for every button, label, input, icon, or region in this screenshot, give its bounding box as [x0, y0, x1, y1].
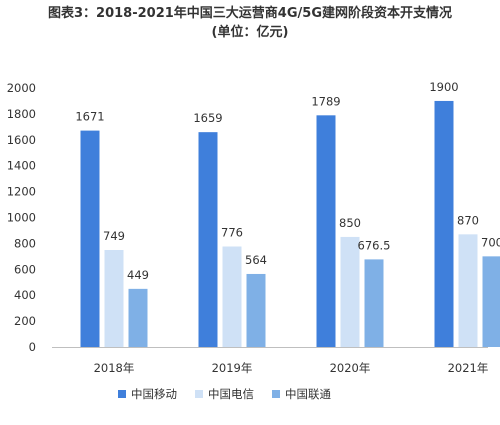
bar — [198, 132, 218, 347]
bar — [482, 256, 500, 347]
bar — [128, 288, 148, 347]
bar — [458, 234, 478, 347]
chart-title-line-1: 图表3：2018-2021年中国三大运营商4G/5G建网阶段资本开支情况 — [48, 6, 452, 21]
legend-label: 中国电信 — [208, 387, 254, 401]
data-label: 870 — [457, 213, 479, 227]
data-label: 1671 — [75, 110, 104, 124]
data-label: 850 — [339, 216, 361, 230]
legend-swatch — [272, 390, 280, 398]
bar — [246, 273, 266, 347]
bar — [80, 130, 100, 347]
data-label: 776 — [221, 226, 243, 240]
legend-swatch — [195, 390, 203, 398]
bar — [316, 115, 336, 348]
data-label: 1900 — [429, 80, 458, 94]
y-tick-label: 800 — [14, 236, 36, 250]
y-tick-label: 200 — [14, 314, 36, 328]
x-tick-label: 2021年 — [448, 361, 489, 375]
data-label: 1789 — [311, 94, 340, 108]
y-tick-label: 1200 — [7, 185, 36, 199]
data-label: 700 — [481, 235, 500, 249]
y-tick-label: 1600 — [7, 133, 36, 147]
legend-label: 中国联通 — [285, 387, 331, 401]
chart-title: 图表3：2018-2021年中国三大运营商4G/5G建网阶段资本开支情况 (单位… — [0, 4, 500, 42]
legend-item: 中国联通 — [272, 386, 331, 402]
legend-item: 中国电信 — [195, 386, 254, 402]
x-tick-label: 2019年 — [212, 361, 253, 375]
y-tick-label: 2000 — [7, 81, 36, 95]
legend-swatch — [118, 390, 126, 398]
data-label: 749 — [103, 229, 125, 243]
data-label: 676.5 — [358, 238, 391, 252]
y-tick-label: 600 — [14, 262, 36, 276]
bar — [340, 236, 360, 347]
y-tick-label: 1000 — [7, 211, 36, 225]
bar — [222, 246, 242, 347]
bar — [434, 100, 454, 347]
data-label: 1659 — [193, 111, 222, 125]
legend-item: 中国移动 — [118, 386, 177, 402]
data-label: 564 — [245, 253, 267, 267]
y-tick-label: 1800 — [7, 107, 36, 121]
legend-label: 中国移动 — [131, 387, 177, 401]
x-tick-label: 2020年 — [330, 361, 371, 375]
chart-legend: 中国移动 中国电信 中国联通 — [118, 386, 349, 402]
chart-title-line-2: (单位：亿元) — [211, 25, 289, 40]
bar — [364, 259, 384, 347]
data-label: 449 — [127, 268, 149, 282]
y-tick-label: 1400 — [7, 159, 36, 173]
y-tick-label: 0 — [29, 340, 36, 354]
x-tick-label: 2018年 — [94, 361, 135, 375]
y-tick-label: 400 — [14, 288, 36, 302]
bar — [104, 250, 124, 347]
